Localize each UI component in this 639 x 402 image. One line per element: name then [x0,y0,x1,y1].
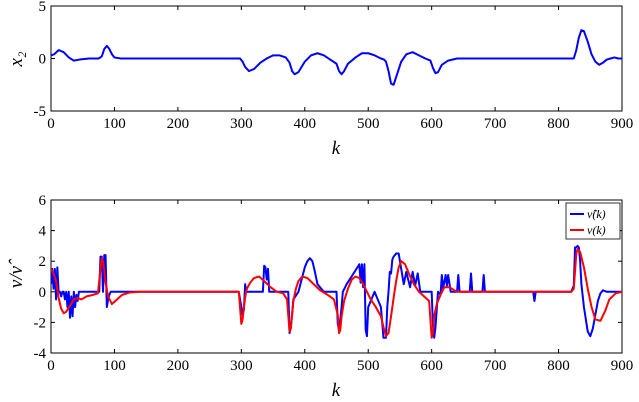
nu-y-tick-label: -2 [34,315,47,331]
nu-y-tick-label: 0 [39,285,47,301]
nu-x-tick-label: 400 [294,358,317,374]
x2-x-axis-label: k [332,138,341,159]
nu-x-tick-label: 800 [547,358,570,374]
nu-x-ticks: 0 100 200 300 400 500 600 700 800 900 [47,200,633,374]
nu-x-tick-label: 600 [420,358,443,374]
x2-plot-panel: 0 100 200 300 400 500 600 700 800 900 -505 k x₂ [6,0,633,159]
x2-x-tick-label: 400 [294,116,317,132]
nu-y-ticks: -4 -2 0 2 4 6 [34,193,622,362]
legend-box [565,202,621,240]
nu-x-tick-label: 500 [357,358,380,374]
legend-label-nu: ν(k) [587,223,606,237]
x2-series-group [51,29,622,86]
nu-x-tick-label: 200 [167,358,190,374]
x2-x-tick-label: 800 [547,116,570,132]
x2-series-line-x2 [51,29,622,86]
nu-x-tick-label: 700 [484,358,507,374]
x2-x-ticks: 0 100 200 300 400 500 600 700 800 900 [47,6,633,132]
nu-y-tick-label: -4 [34,346,47,362]
x2-x-tick-label: 600 [420,116,443,132]
nu-x-tick-label: 100 [103,358,126,374]
x2-x-tick-label: 0 [47,116,55,132]
x2-x-tick-label: 700 [484,116,507,132]
nu-plot-area [50,199,623,354]
x2-x-tick-label: 200 [167,116,190,132]
x2-x-tick-label: 500 [357,116,380,132]
nu-y-tick-label: 4 [39,224,47,240]
nu-x-axis-label: k [332,380,341,401]
x2-y-tick-label: -5 [34,104,47,120]
x2-y-axis-label: x₂ [6,51,27,67]
nu-series-line-nu [51,247,622,339]
legend-label-nu-hat: ν̂(k) [587,207,606,221]
nu-x-tick-label: 300 [230,358,253,374]
nu-y-tick-label: 2 [39,254,47,270]
x2-x-tick-label: 300 [230,116,253,132]
nu-y-axis-label: ν/ν̂ [6,258,27,288]
x2-y-tick-label: 0 [39,52,47,68]
nu-series-group [51,244,622,339]
nu-x-tick-label: 0 [47,358,55,374]
nu-y-tick-label: 6 [39,193,47,209]
x2-x-tick-label: 100 [103,116,126,132]
nu-x-tick-label: 900 [611,358,634,374]
legend: ν̂(k) ν(k) [565,202,621,240]
x2-y-tick-label: 5 [39,0,47,15]
x2-x-tick-label: 900 [611,116,634,132]
